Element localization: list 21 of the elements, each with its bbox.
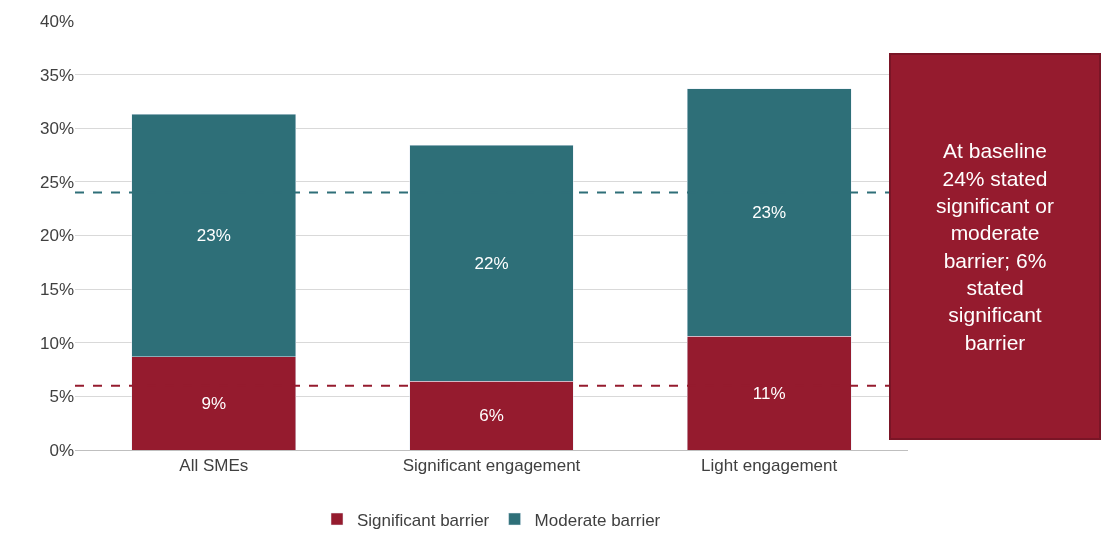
x-tick-label: Light engagement: [701, 456, 838, 476]
y-tick-label: 20%: [39, 226, 74, 246]
legend-label: Moderate barrier: [534, 510, 661, 530]
y-tick-label: 15%: [39, 280, 74, 300]
y-tick-label: 40%: [39, 11, 74, 31]
y-tick-label: 10%: [39, 333, 74, 353]
data-label: 9%: [201, 393, 227, 413]
y-tick-label: 5%: [49, 387, 74, 407]
note-box: At baseline 24% stated significant or moderate barrier; 6% stated significant barrier: [889, 53, 1101, 440]
x-tick-label: Significant engagement: [402, 456, 581, 476]
data-label: 6%: [479, 406, 504, 426]
legend-label: Significant barrier: [357, 510, 490, 530]
y-tick-label: 35%: [39, 65, 74, 85]
y-tick-label: 25%: [39, 172, 74, 192]
y-tick-label: 30%: [39, 119, 74, 139]
data-label: 23%: [752, 202, 787, 222]
x-tick-label: All SMEs: [179, 456, 249, 476]
data-label: 23%: [196, 226, 231, 245]
y-tick-label: 0%: [49, 440, 74, 460]
data-label: 22%: [474, 253, 509, 273]
data-label: 11%: [752, 383, 786, 403]
